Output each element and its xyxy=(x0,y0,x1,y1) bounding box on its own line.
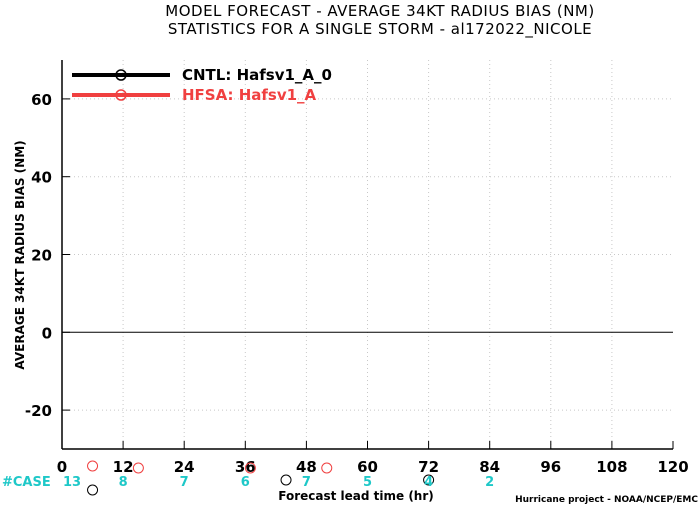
hfsa-marker xyxy=(87,460,99,472)
case-counts: 13 8 7 6 7 5 4 2 xyxy=(63,475,494,490)
hfsa-marker xyxy=(132,462,144,474)
case-count: 6 xyxy=(241,475,250,490)
credit-text: Hurricane project - NOAA/NCEP/EMC xyxy=(515,495,698,505)
case-count: 8 xyxy=(119,475,128,490)
x-axis-label: Forecast lead time (hr) xyxy=(278,489,434,503)
x-tick-label: 12 xyxy=(113,458,134,476)
case-label: #CASE xyxy=(2,475,51,490)
y-tick-label: 20 xyxy=(31,247,52,265)
chart-subtitle: STATISTICS FOR A SINGLE STORM - al172022… xyxy=(168,20,592,39)
legend-label-cntl: CNTL: Hafsv1_A_0 xyxy=(182,66,332,84)
x-tick-label: 108 xyxy=(596,458,627,476)
y-tick-label: -20 xyxy=(25,402,52,420)
x-tick-label: 24 xyxy=(174,458,195,476)
case-count: 13 xyxy=(63,475,81,490)
legend-marker-cntl xyxy=(115,69,127,81)
case-count: 4 xyxy=(424,475,433,490)
x-tick-label: 72 xyxy=(418,458,439,476)
cntl-marker xyxy=(87,484,99,496)
legend: CNTL: Hafsv1_A_0 HFSA: Hafsv1_A xyxy=(72,66,332,104)
hfsa-marker xyxy=(244,462,256,474)
y-tick-label: 40 xyxy=(31,169,52,187)
case-count: 7 xyxy=(180,475,189,490)
case-count: 7 xyxy=(302,475,311,490)
x-tick-label: 60 xyxy=(357,458,378,476)
y-tick-label: 60 xyxy=(31,91,52,109)
x-tick-label: 48 xyxy=(296,458,317,476)
case-count: 2 xyxy=(485,475,494,490)
legend-label-hfsa: HFSA: Hafsv1_A xyxy=(182,86,317,104)
data-marks xyxy=(87,460,435,496)
case-count: 5 xyxy=(363,475,372,490)
x-tick-label: 96 xyxy=(540,458,561,476)
y-axis-label: AVERAGE 34KT RADIUS BIAS (NM) xyxy=(13,140,27,369)
gridlines xyxy=(62,60,673,449)
axes xyxy=(61,60,674,450)
hfsa-marker xyxy=(321,462,333,474)
cntl-marker xyxy=(423,474,435,486)
chart-title: MODEL FORECAST - AVERAGE 34KT RADIUS BIA… xyxy=(165,2,594,20)
legend-marker-hfsa xyxy=(115,89,127,101)
x-tick-label: 120 xyxy=(657,458,688,476)
plot-area xyxy=(62,60,673,449)
cntl-marker xyxy=(280,474,292,486)
x-tick-label: 0 xyxy=(57,458,67,476)
x-tick-label: 84 xyxy=(479,458,500,476)
y-tick-label: 0 xyxy=(42,324,52,342)
